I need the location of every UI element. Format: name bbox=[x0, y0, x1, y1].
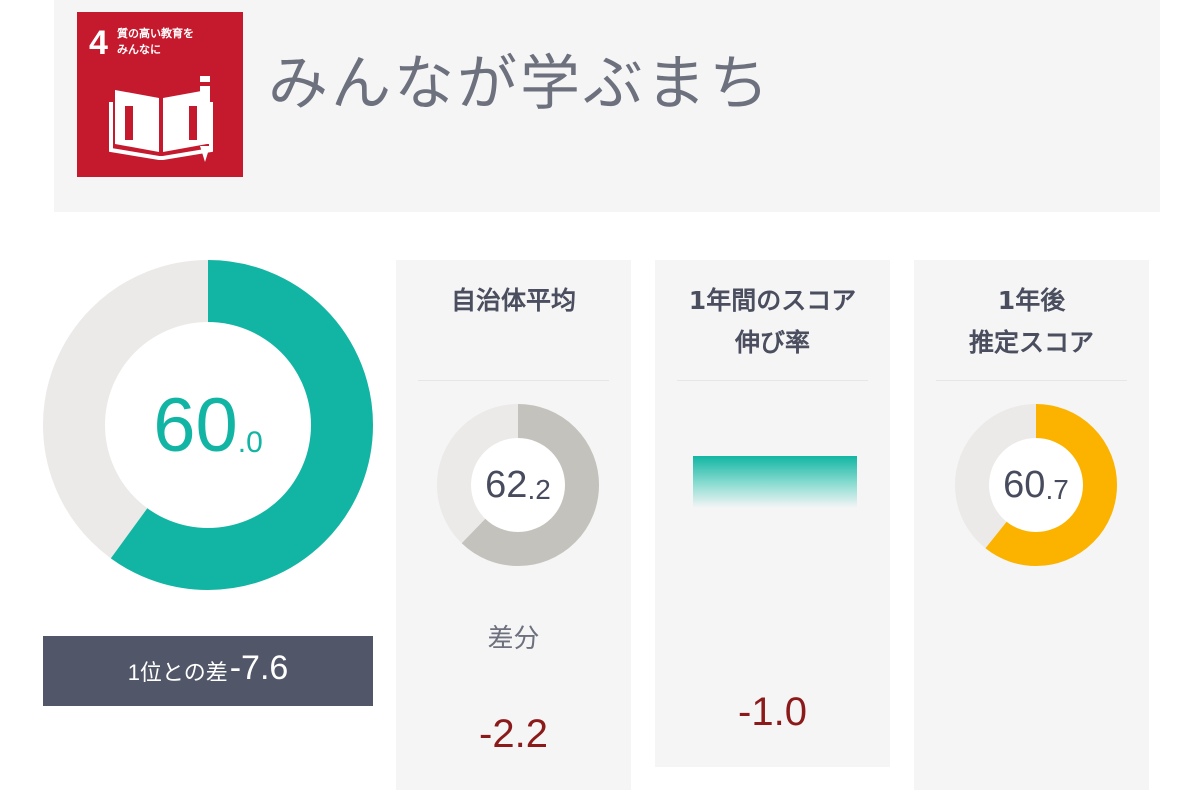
municipal-average-score: 62.2 bbox=[433, 400, 603, 570]
main-score-inner bbox=[105, 322, 311, 528]
next-year-estimate-title-line-1: 1年後 bbox=[997, 286, 1066, 315]
panel-divider bbox=[936, 380, 1127, 381]
growth-rate-title-line-2: 伸び率 bbox=[734, 328, 810, 357]
municipal-average-decimal: .2 bbox=[527, 474, 551, 505]
growth-rate-bar bbox=[693, 456, 857, 508]
book-pencil-icon bbox=[109, 90, 213, 160]
next-year-estimate-integer: 60 bbox=[1003, 463, 1046, 506]
main-score-integer: 60 bbox=[153, 382, 238, 468]
next-year-estimate-arc bbox=[955, 404, 1117, 566]
rank-difference-value: -7.6 bbox=[229, 648, 289, 687]
panel-divider bbox=[418, 380, 609, 381]
municipal-average-title-line-1: 自治体平均 bbox=[450, 286, 576, 315]
rank-difference-bar: 1位との差 -7.6 bbox=[43, 636, 373, 706]
sdg-goal-text-line-1: 質の高い教育を bbox=[117, 27, 194, 40]
growth-rate-value: -1.0 bbox=[738, 690, 807, 734]
next-year-estimate-panel: 1年後 推定スコア 60.7 bbox=[914, 260, 1149, 790]
next-year-estimate-donut bbox=[955, 404, 1117, 566]
municipal-average-inner bbox=[471, 438, 565, 532]
growth-rate-panel: 1年間のスコア 伸び率 -1.0 bbox=[655, 260, 890, 767]
next-year-estimate-inner bbox=[989, 438, 1083, 532]
next-year-estimate-decimal: .7 bbox=[1045, 474, 1069, 505]
municipal-average-integer: 62 bbox=[485, 463, 528, 506]
rank-difference-label: 1位との差 bbox=[127, 660, 228, 685]
next-year-estimate-title-line-2: 推定スコア bbox=[968, 328, 1094, 357]
sdg-goal-number: 4 bbox=[89, 24, 108, 62]
main-score-value: 60.0 bbox=[38, 255, 378, 595]
growth-rate-title: 1年間のスコア 伸び率 bbox=[655, 280, 890, 364]
difference-label: 差分 bbox=[487, 624, 540, 654]
difference-value: -2.2 bbox=[479, 712, 548, 756]
municipal-average-arc bbox=[437, 404, 599, 566]
municipal-average-donut bbox=[437, 404, 599, 566]
main-score-decimal: .0 bbox=[237, 426, 263, 459]
sdg-goal-text: 質の高い教育を みんなに bbox=[117, 26, 237, 58]
pencil-icon bbox=[200, 76, 210, 162]
next-year-estimate-title: 1年後 推定スコア bbox=[914, 280, 1149, 364]
sdg-goal-4-badge: 4 質の高い教育を みんなに bbox=[77, 12, 243, 177]
next-year-estimate-score: 60.7 bbox=[951, 400, 1121, 570]
municipal-average-panel: 自治体平均 62.2 差分 -2.2 bbox=[396, 260, 631, 790]
growth-rate-title-line-1: 1年間のスコア bbox=[688, 286, 857, 315]
page-title: みんなが学ぶまち bbox=[268, 49, 772, 119]
sdg-goal-text-line-2: みんなに bbox=[117, 43, 161, 56]
panel-divider bbox=[677, 380, 868, 381]
municipal-average-title: 自治体平均 bbox=[396, 280, 631, 322]
main-score-arc bbox=[43, 260, 373, 590]
main-score-donut bbox=[43, 260, 373, 590]
